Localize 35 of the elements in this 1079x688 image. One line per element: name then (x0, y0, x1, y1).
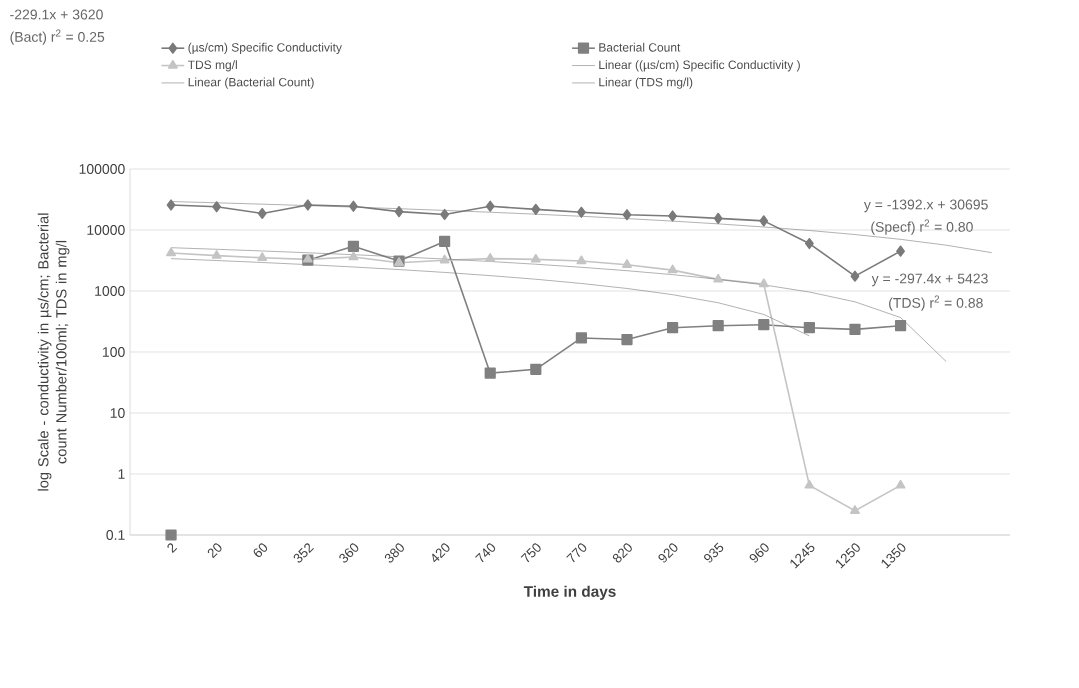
legend-label: (µs/cm) Specific Conductivity (188, 42, 342, 55)
legend-label: Linear ((µs/cm) Specific Conductivity ) (599, 60, 800, 72)
legend-label: Linear (Bacterial Count) (188, 77, 314, 89)
y-tick-label: 10 (110, 408, 125, 418)
x-tick-label: 960 (749, 543, 769, 563)
y-tick-label: 10000 (87, 225, 125, 235)
x-tick-label: 352 (293, 543, 314, 563)
y-tick-label: 0.1 (106, 530, 125, 540)
x-tick-label: 750 (520, 543, 541, 563)
legend-label: TDS mg/l (187, 60, 237, 72)
y-tick-label: 1000 (95, 286, 125, 296)
legend-label: Bacterial Count (599, 42, 681, 52)
x-tick-label: 920 (658, 543, 678, 563)
x-tick-label: 740 (475, 543, 496, 563)
y-tick-label: 1 (118, 469, 125, 479)
y-tick-label: 100000 (79, 164, 125, 174)
y-axis-title: log Scale - conductivity in µs/cm; Bacterial count Number/100ml; TDS in mg/l (37, 213, 70, 491)
x-tick-label: 770 (566, 543, 587, 563)
x-tick-label: 60 (253, 543, 268, 557)
y-tick-label: 100 (103, 347, 125, 357)
legend-label: Linear (TDS mg/l) (599, 77, 693, 89)
x-axis-title: Time in days (523, 585, 616, 600)
x-tick-label: 380 (384, 543, 404, 563)
annotation: (Specf) r$^{2}$ = 0.80 (871, 219, 973, 235)
x-tick-label: 935 (704, 542, 724, 563)
annotation: y = -297.4x + 5423 (871, 273, 988, 287)
x-tick-label: 420 (432, 543, 450, 563)
text: (Bact) r$^{2}$ = 0.25 (10, 29, 105, 45)
annotation: y = -1392.x + 30695 (863, 199, 988, 213)
text: -229.1x + 3620 (10, 9, 103, 20)
x-tick-label: 360 (339, 543, 359, 563)
x-tick-label: 20 (207, 543, 222, 559)
x-tick-label: 820 (612, 543, 632, 563)
x-tick-label: 2 (167, 543, 178, 553)
annotation: (TDS) r$^{2}$ = 0.88 (889, 295, 983, 311)
